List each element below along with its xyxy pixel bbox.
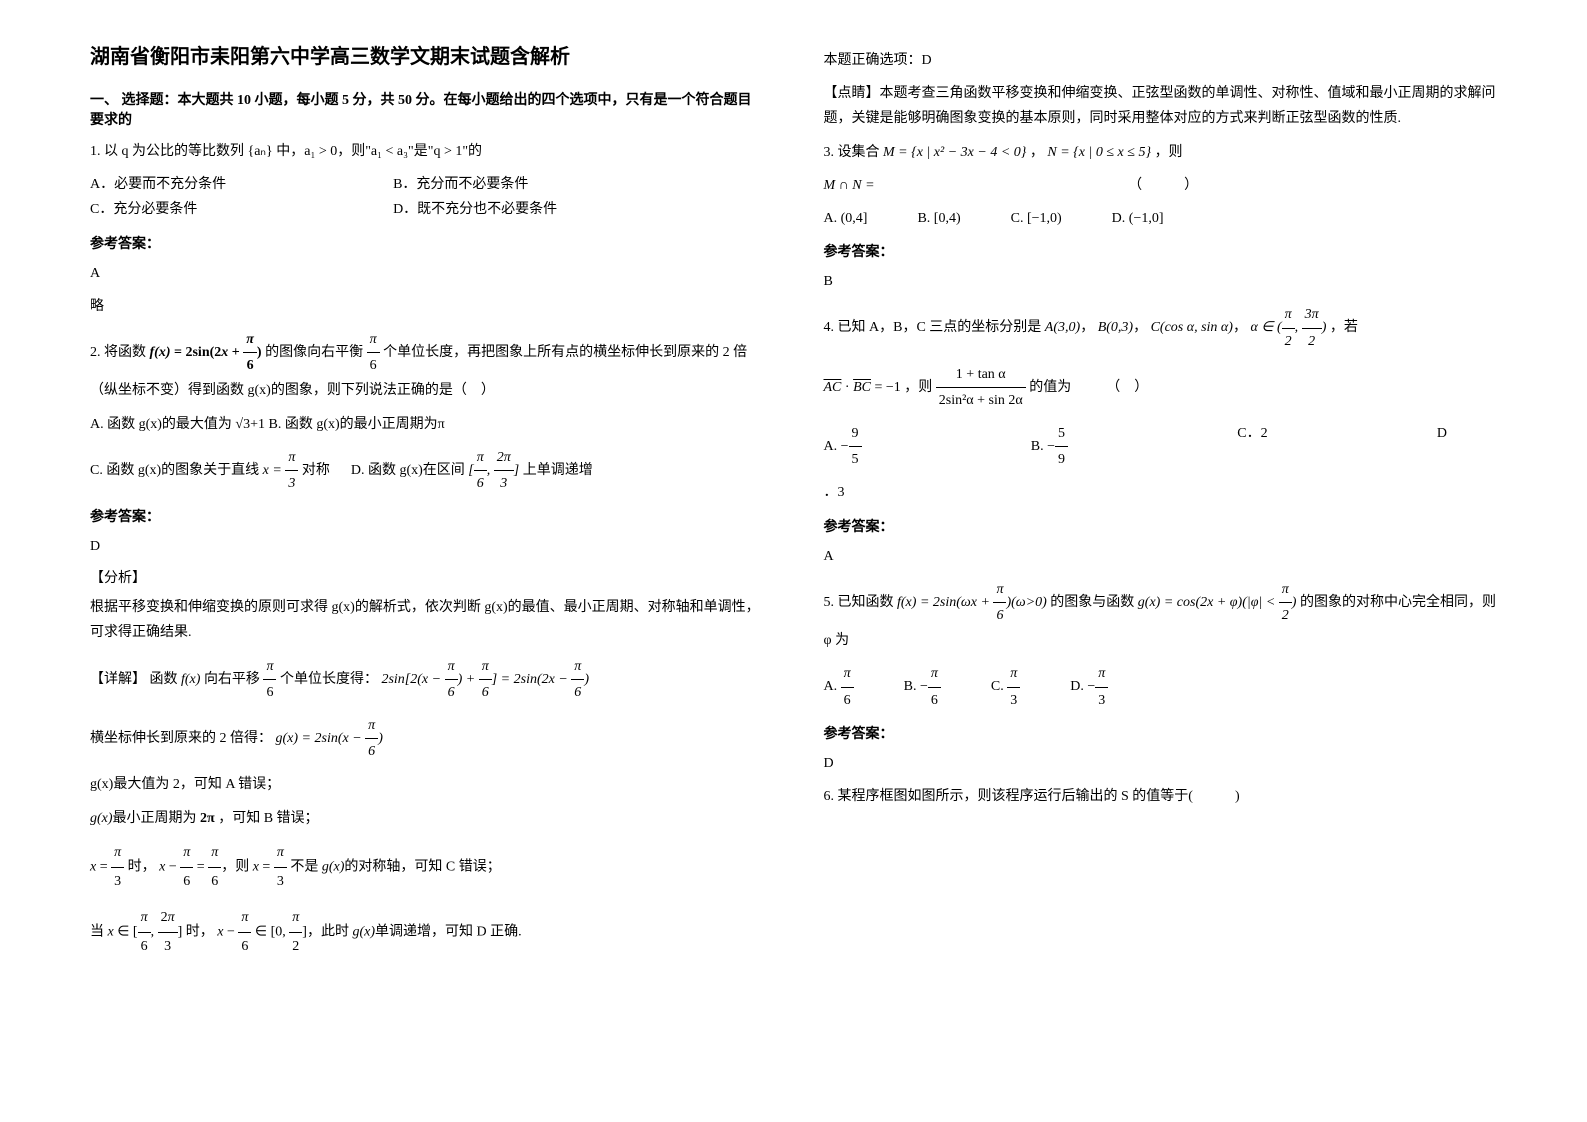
q3-expr: M ∩ N = bbox=[824, 178, 875, 193]
q2-opt-d-math: [π6, 2π3] bbox=[468, 463, 519, 478]
q2-opt-b: B. 函数 g(x)的最小正周期为π bbox=[269, 417, 445, 432]
q4-vec: AC bbox=[824, 380, 842, 395]
q3-pre: 3. 设集合 bbox=[824, 145, 884, 160]
q2-analysis1: 根据平移变换和伸缩变换的原则可求得 g(x)的解析式，依次判断 g(x)的最值、… bbox=[90, 595, 764, 645]
q2-detail1-math: 2sin[2(x − π6) + π6] = 2sin(2x − π6) bbox=[381, 672, 589, 687]
q2-detail: 【详解】 函数 f(x) 向右平移 π6 个单位长度得： 2sin[2(x − … bbox=[90, 654, 764, 705]
q5-f: f(x) = 2sin(ωx + π6)(ω>0) bbox=[897, 595, 1047, 610]
q5-ans-label: 参考答案： bbox=[824, 723, 1498, 743]
q4-options: A. −95 B. −59 C．2 D bbox=[824, 421, 1498, 472]
q2-stem: 2. 将函数 f(x) = 2sin(2x + π6) 的图像向右平衡 π6 个… bbox=[90, 327, 764, 404]
q2-ans-label: 参考答案： bbox=[90, 506, 764, 526]
q4-frac: 1 + tan α 2sin²α + sin 2α bbox=[936, 362, 1026, 413]
q2-row-ab: A. 函数 g(x)的最大值为 √3+1 B. 函数 g(x)的最小正周期为π bbox=[90, 412, 764, 437]
right-column: 本题正确选项：D 【点睛】本题考查三角函数平移变换和伸缩变换、正弦型函数的单调性… bbox=[794, 40, 1528, 1082]
q1-opt-c: C．充分必要条件 bbox=[90, 197, 393, 222]
q4-cond: AC · BC = −1 ，则 1 + tan α 2sin²α + sin 2… bbox=[824, 362, 1498, 413]
q2-shift: π6 bbox=[367, 327, 380, 378]
q2-detail2-pre: 横坐标伸长到原来的 2 倍得： bbox=[90, 731, 272, 746]
q5-opt-b: B. −π6 bbox=[904, 661, 941, 712]
q5-options: A. π6 B. −π6 C. π3 D. −π3 bbox=[824, 661, 1498, 712]
q1-ans-label: 参考答案： bbox=[90, 233, 764, 253]
q4-ans-label: 参考答案： bbox=[824, 516, 1498, 536]
q3-options: A. (0,4] B. [0,4) C. [−1,0) D. (−1,0] bbox=[824, 206, 1498, 231]
q2-opt-c-post: 对称 bbox=[302, 463, 330, 478]
q2-detail2-math: g(x) = 2sin(x − π6) bbox=[276, 731, 383, 746]
q3-ans-label: 参考答案： bbox=[824, 241, 1498, 261]
q2-detail2: 横坐标伸长到原来的 2 倍得： g(x) = 2sin(x − π6) bbox=[90, 713, 764, 764]
q2-detail1-mid: 个单位长度得： bbox=[280, 672, 378, 687]
q3-N: N = {x | 0 ≤ x ≤ 5} bbox=[1047, 145, 1151, 160]
q5-stem: 5. 已知函数 f(x) = 2sin(ωx + π6)(ω>0) 的图象与函数… bbox=[824, 577, 1498, 654]
q2-analysis-tag: 【分析】 bbox=[90, 567, 764, 587]
q4-A: A(3,0) bbox=[1045, 320, 1080, 335]
q2-stem-mid: 的图像向右平衡 bbox=[265, 345, 367, 360]
q4-stem: 4. 已知 A，B，C 三点的坐标分别是 A(3,0)， B(0,3)， C(c… bbox=[824, 302, 1498, 353]
q3-opt-b: B. [0,4) bbox=[917, 206, 960, 231]
q3-opt-d: D. (−1,0] bbox=[1112, 206, 1164, 231]
q5-ans: D bbox=[824, 751, 1498, 776]
q2-detail6: 当 x ∈ [π6, 2π3] 时， x − π6 ∈ [0, π2]，此时 g… bbox=[90, 904, 764, 961]
q4-ans: A bbox=[824, 544, 1498, 569]
q1-text: 1. 以 q 为公比的等比数列 {aₙ} 中，a₁ > 0，则"a₁ < a₃"… bbox=[90, 144, 482, 159]
q3-M: M = {x | x² − 3x − 4 < 0} bbox=[883, 145, 1026, 160]
q3-stem: 3. 设集合 M = {x | x² − 3x − 4 < 0} ， N = {… bbox=[824, 140, 1498, 165]
right-tip: 【点睛】本题考查三角函数平移变换和伸缩变换、正弦型函数的单调性、对称性、值域和最… bbox=[824, 81, 1498, 131]
q4-cond-mid: ，则 bbox=[904, 380, 936, 395]
q2-detail1-shift: π6 bbox=[263, 654, 276, 705]
q2-opt-a: A. 函数 g(x)的最大值为 √3+1 bbox=[90, 417, 265, 432]
q4-opt-d-cont: ．3 bbox=[824, 480, 1498, 505]
page-title: 湖南省衡阳市耒阳第六中学高三数学文期末试题含解析 bbox=[90, 40, 764, 69]
q1-opt-a: A．必要而不充分条件 bbox=[90, 172, 393, 197]
q2-detail5: x = π3 时， x − π6 = π6，则 x = π3 不是 g(x)的对… bbox=[90, 839, 764, 896]
q4-B: B(0,3) bbox=[1098, 320, 1133, 335]
left-column: 湖南省衡阳市耒阳第六中学高三数学文期末试题含解析 一、 选择题：本大题共 10 … bbox=[60, 40, 794, 1082]
q2-detail1-pre: 函数 f(x) 向右平移 bbox=[150, 672, 264, 687]
q1-stem: 1. 以 q 为公比的等比数列 {aₙ} 中，a₁ > 0，则"a₁ < a₃"… bbox=[90, 139, 764, 164]
q4-opt-c: C．2 bbox=[1237, 421, 1267, 472]
q4-alpha: α ∈ (π2, 3π2) bbox=[1250, 320, 1326, 335]
q5-opt-a: A. π6 bbox=[824, 661, 854, 712]
q5-mid: 的图象与函数 bbox=[1050, 595, 1138, 610]
q1-ans: A bbox=[90, 261, 764, 286]
q3-expr-row: M ∩ N = （ ） bbox=[824, 173, 1498, 198]
q4-cond-post: 的值为 （ ） bbox=[1029, 380, 1148, 395]
q5-opt-c: C. π3 bbox=[991, 661, 1020, 712]
q1-options: A．必要而不充分条件 B．充分而不必要条件 C．充分必要条件 D．既不充分也不必… bbox=[90, 172, 764, 222]
q3-mid: ， bbox=[1030, 145, 1044, 160]
q3-ans: B bbox=[824, 269, 1498, 294]
q4-pre: 4. 已知 A，B，C 三点的坐标分别是 bbox=[824, 320, 1045, 335]
q5-opt-d: D. −π3 bbox=[1070, 661, 1108, 712]
q2-detail3: g(x)最大值为 2，可知 A 错误； bbox=[90, 772, 764, 797]
right-head: 本题正确选项：D bbox=[824, 48, 1498, 73]
q2-opt-d-post: 上单调递增 bbox=[523, 463, 593, 478]
q2-row-cd: C. 函数 g(x)的图象关于直线 x = π3 对称 D. 函数 g(x)在区… bbox=[90, 445, 764, 496]
q4-opt-a: A. −95 bbox=[824, 421, 862, 472]
q1-note: 略 bbox=[90, 294, 764, 319]
q3-paren: （ ） bbox=[1128, 178, 1198, 193]
q5-g: g(x) = cos(2x + φ)(|φ| < π2) bbox=[1138, 595, 1297, 610]
q5-pre: 5. 已知函数 bbox=[824, 595, 898, 610]
q3-post: ，则 bbox=[1155, 145, 1183, 160]
q4-vec2: BC bbox=[853, 380, 871, 395]
q2-opt-c-pre: C. 函数 g(x)的图象关于直线 bbox=[90, 463, 263, 478]
q3-opt-a: A. (0,4] bbox=[824, 206, 868, 231]
q2-opt-c-math: x = π3 bbox=[263, 463, 299, 478]
q2-stem-pre: 2. 将函数 bbox=[90, 345, 150, 360]
q1-opt-b: B．充分而不必要条件 bbox=[393, 172, 696, 197]
q2-detail-tag: 【详解】 bbox=[90, 672, 146, 687]
q4-opt-b: B. −59 bbox=[1031, 421, 1068, 472]
section-1-header: 一、 选择题：本大题共 10 小题，每小题 5 分，共 50 分。在每小题给出的… bbox=[90, 89, 764, 129]
q2-ans: D bbox=[90, 534, 764, 559]
q2-opt-d-pre: D. 函数 g(x)在区间 bbox=[351, 463, 465, 478]
q4-opt-d: D bbox=[1437, 421, 1447, 472]
q4-post: ，若 bbox=[1330, 320, 1358, 335]
q3-opt-c: C. [−1,0) bbox=[1011, 206, 1062, 231]
q6-stem: 6. 某程序框图如图所示，则该程序运行后输出的 S 的值等于( ) bbox=[824, 784, 1498, 809]
q1-opt-d: D．既不充分也不必要条件 bbox=[393, 197, 696, 222]
q4-C: C(cos α, sin α) bbox=[1151, 320, 1233, 335]
q2-detail4: g(x)最小正周期为 2π ，可知 B 错误； bbox=[90, 806, 764, 831]
